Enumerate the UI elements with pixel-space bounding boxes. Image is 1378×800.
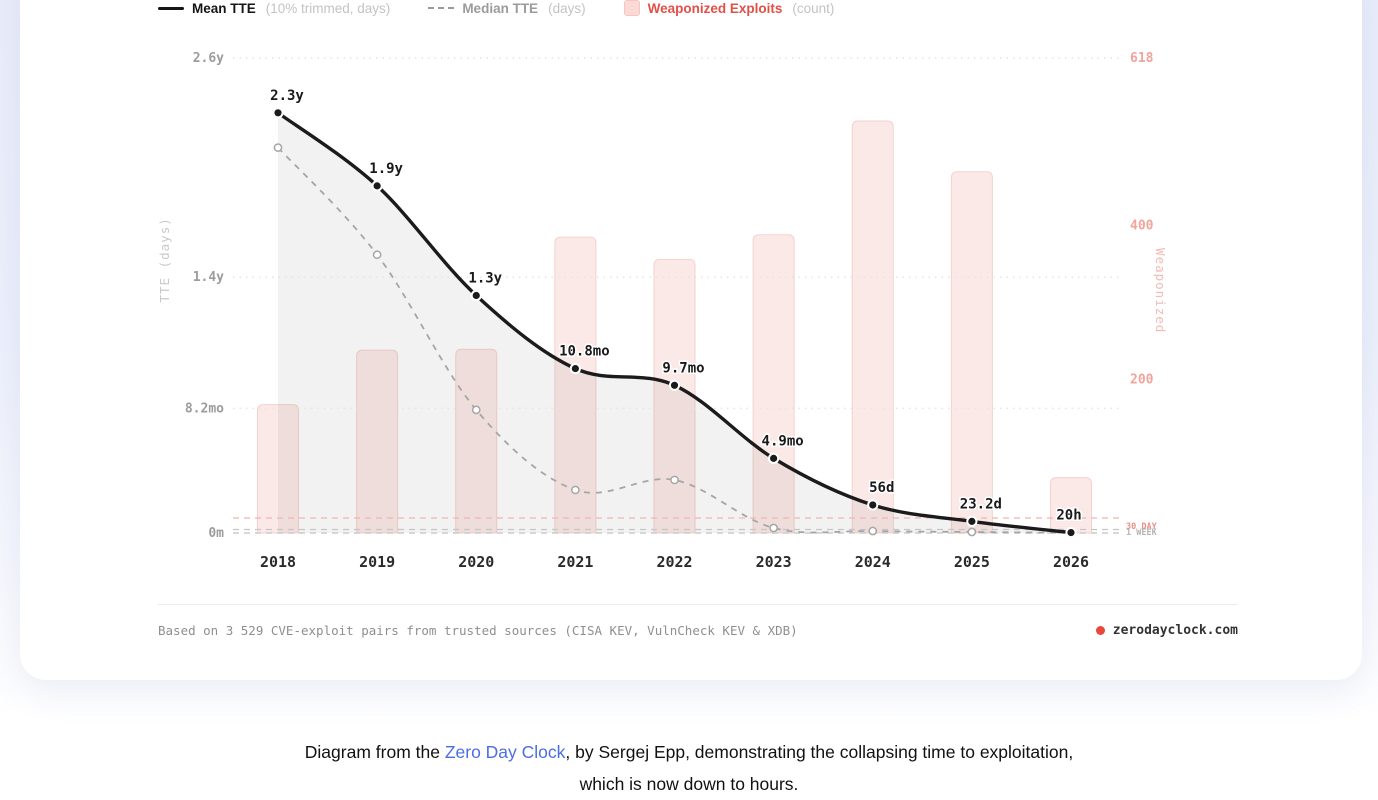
exploit-bar xyxy=(950,171,993,534)
x-tick-label: 2020 xyxy=(458,553,494,571)
chart-footer: Based on 3 529 CVE-exploit pairs from tr… xyxy=(158,623,1238,638)
legend-note: (count) xyxy=(792,0,835,16)
legend-item-median-tte[interactable]: Median TTE (days) xyxy=(428,0,586,16)
median-point xyxy=(471,405,481,415)
point-label: 56d xyxy=(869,480,894,496)
mean-line xyxy=(276,111,1073,535)
legend-note: (10% trimmed, days) xyxy=(265,0,391,16)
left-tick-label: 8.2mo xyxy=(185,401,224,416)
threshold-label: 1 WEEK xyxy=(1126,528,1158,538)
caption-text: , by Sergej Epp, demonstrating the colla… xyxy=(565,742,1074,762)
right-tick-label: 618 xyxy=(1130,51,1154,66)
exploit-bar xyxy=(257,404,299,534)
point-label: 20h xyxy=(1056,508,1081,524)
brand-link[interactable]: zerodayclock.com xyxy=(1095,623,1238,638)
right-tick-label: 200 xyxy=(1130,372,1154,387)
median-point xyxy=(273,143,283,152)
caption-line-2: which is now down to hours. xyxy=(579,774,799,794)
exploit-bar xyxy=(653,258,696,534)
mean-point xyxy=(470,289,482,302)
mean-point xyxy=(768,452,780,464)
x-tick-label: 2025 xyxy=(954,553,990,571)
mean-point xyxy=(966,515,978,527)
x-tick-label: 2024 xyxy=(855,553,891,571)
mean-point xyxy=(569,362,581,375)
mean-point xyxy=(1065,526,1077,539)
exploit-bar xyxy=(554,236,597,534)
point-label: 1.9y xyxy=(369,161,403,177)
median-point xyxy=(967,527,977,537)
point-label: 2.3y xyxy=(270,88,304,104)
legend-note: (days) xyxy=(548,0,586,16)
x-tick-label: 2026 xyxy=(1053,553,1089,571)
legend-label: Median TTE xyxy=(462,0,539,16)
chart-legend: Mean TTE (10% trimmed, days) Median TTE … xyxy=(158,0,834,18)
x-tick-label: 2023 xyxy=(756,553,792,571)
median-point xyxy=(372,250,382,260)
legend-item-weaponized-exploits[interactable]: Weaponized Exploits (count) xyxy=(623,0,835,16)
footer-divider xyxy=(158,604,1238,605)
x-tick-label: 2022 xyxy=(656,553,692,571)
x-tick-label: 2018 xyxy=(260,553,296,571)
bar-swatch-icon xyxy=(623,0,640,16)
left-tick-label: 0m xyxy=(208,526,224,541)
mean-point xyxy=(668,379,681,391)
point-label: 23.2d xyxy=(960,496,1002,512)
brand-label: zerodayclock.com xyxy=(1112,623,1238,638)
left-axis-title: TTE (days) xyxy=(157,217,173,303)
exploit-bar xyxy=(1050,477,1092,534)
point-label: 1.3y xyxy=(468,271,502,287)
median-point xyxy=(769,523,778,533)
mean-point xyxy=(867,499,879,511)
threshold-label: 30 DAY xyxy=(1126,522,1158,532)
median-point xyxy=(868,526,878,536)
caption-link[interactable]: Zero Day Clock xyxy=(444,742,566,762)
caption-line-1: Diagram from the Zero Day Clock, by Serg… xyxy=(0,736,1378,768)
exploit-bar xyxy=(356,349,399,534)
point-label: 4.9mo xyxy=(762,433,804,449)
red-dot-icon xyxy=(1095,626,1105,635)
right-tick-label: 400 xyxy=(1130,219,1154,234)
left-tick-label: 1.4y xyxy=(193,270,224,285)
point-label: 9.7mo xyxy=(662,360,704,376)
point-label: 10.8mo xyxy=(559,344,610,360)
legend-label: Mean TTE xyxy=(192,0,256,16)
legend-label: Weaponized Exploits xyxy=(647,0,783,16)
median-line xyxy=(277,146,1072,534)
x-tick-label: 2019 xyxy=(359,553,395,571)
dashed-line-icon xyxy=(428,7,455,9)
median-point xyxy=(670,475,679,485)
exploit-bar xyxy=(851,120,894,534)
left-tick-label: 2.6y xyxy=(193,51,224,66)
caption-text: Diagram from the xyxy=(304,742,445,762)
solid-line-icon xyxy=(158,6,184,10)
right-axis-title: Weaponized xyxy=(1153,248,1169,334)
source-note: Based on 3 529 CVE-exploit pairs from tr… xyxy=(158,623,798,638)
mean-point xyxy=(272,107,284,119)
mean-area xyxy=(278,112,1071,534)
median-point xyxy=(571,485,580,495)
x-tick-label: 2021 xyxy=(557,553,593,571)
caption: Diagram from the Zero Day Clock, by Serg… xyxy=(0,736,1378,800)
legend-item-mean-tte[interactable]: Mean TTE (10% trimmed, days) xyxy=(158,1,390,16)
exploit-bar xyxy=(752,234,795,534)
mean-point xyxy=(371,180,383,192)
